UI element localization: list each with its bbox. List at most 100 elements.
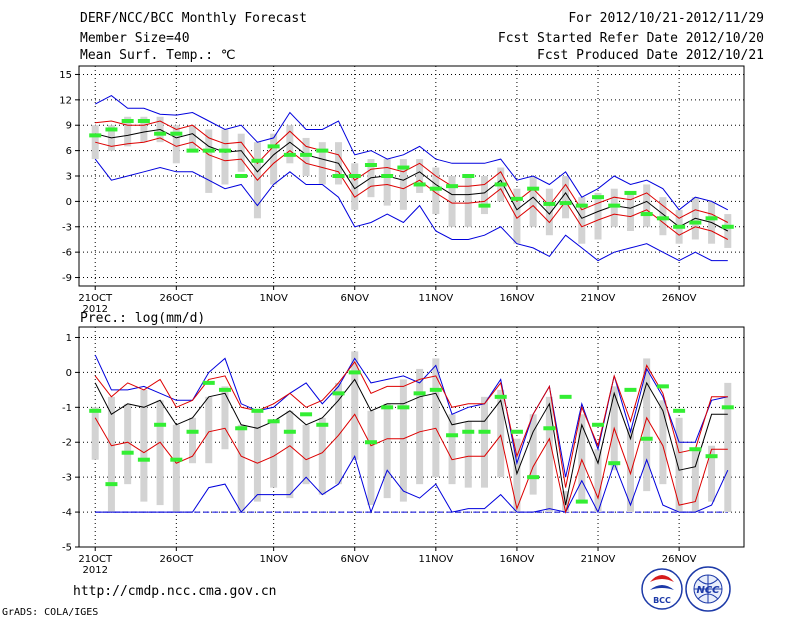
member-size-label: Member Size=40: [80, 31, 190, 46]
p0-median-marker: [494, 182, 507, 187]
p1-median-marker: [429, 387, 442, 392]
p1-spread-box: [497, 389, 505, 478]
p1-median-marker: [705, 454, 718, 459]
p0-spread-box: [221, 129, 229, 185]
p0-median-marker: [413, 182, 426, 187]
p0-median-marker: [381, 174, 394, 178]
p1-median-marker: [348, 370, 361, 375]
p0-spread-box: [578, 197, 586, 244]
p1-spread-box: [335, 382, 343, 485]
p0-spread-box: [513, 188, 521, 244]
p1-y-tick-label: -2: [62, 438, 72, 449]
p1-x-tick-label: 21NOV: [581, 554, 616, 565]
p1-median-marker: [202, 380, 215, 385]
p1-spread-box: [594, 449, 602, 513]
p1-spread-box: [286, 410, 294, 499]
p1-y-tick-label: -3: [62, 473, 72, 484]
p0-median-marker: [267, 144, 280, 149]
p0-median-marker: [154, 131, 167, 136]
p1-x-tick-label: 26OCT: [159, 554, 194, 565]
forecast-period-label: For 2012/10/21-2012/11/29: [568, 11, 764, 26]
p1-spread-box: [399, 379, 407, 502]
p0-median-marker: [348, 174, 361, 178]
p1-median-marker: [300, 412, 313, 417]
p1-median-marker: [527, 475, 540, 480]
p0-median-marker: [332, 174, 345, 178]
p0-spread-box: [529, 176, 537, 227]
p0-y-tick-label: 0: [66, 197, 72, 208]
p0-median-marker: [446, 184, 459, 189]
p0-spread-box: [448, 176, 456, 227]
footer-url: http://cmdp.ncc.cma.gov.cn: [73, 584, 277, 599]
p1-inner-upper-line: [94, 360, 728, 488]
forecast-produced-label: Fcst Produced Date 2012/10/21: [537, 48, 764, 63]
p1-spread-box: [513, 438, 521, 513]
p1-median-marker: [235, 426, 248, 431]
p0-spread-box: [318, 142, 326, 185]
p1-median-marker: [218, 387, 231, 392]
p0-median-marker: [462, 174, 475, 178]
p1-inner-lower-line: [94, 413, 728, 515]
p0-median-marker: [235, 174, 248, 178]
p0-spread-box: [562, 176, 570, 219]
p0-x-tick-label: 26OCT: [159, 293, 194, 304]
p1-spread-box: [383, 403, 391, 499]
p1-x-tick-label: 16NOV: [500, 554, 535, 565]
p1-ensemble-mean-line: [94, 378, 728, 506]
p1-spread-box: [221, 386, 229, 450]
p0-x-tick-label: 6NOV: [341, 293, 370, 304]
p1-median-marker: [689, 447, 702, 452]
p0-median-marker: [705, 216, 718, 221]
p0-y-tick-label: 12: [59, 95, 72, 106]
p1-median-marker: [137, 457, 150, 462]
p0-median-marker: [186, 148, 199, 153]
forecast-started-label: Fcst Started Refer Date 2012/10/20: [497, 31, 764, 46]
p0-median-marker: [624, 190, 637, 195]
p0-x-tick-label: 21OCT: [78, 293, 113, 304]
p0-year-label: 2012: [82, 304, 107, 315]
p1-median-marker: [543, 426, 556, 431]
p1-median-marker: [494, 394, 507, 399]
p0-y-tick-label: -3: [62, 222, 72, 233]
p0-x-tick-label: 21NOV: [581, 293, 616, 304]
p1-spread-box: [189, 417, 197, 464]
p1-median-marker: [283, 429, 296, 434]
p1-x-tick-label: 26NOV: [662, 554, 697, 565]
p1-median-marker: [478, 429, 491, 434]
p1-spread-box: [432, 358, 440, 478]
p1-spread-box: [156, 400, 164, 506]
p1-spread-box: [578, 414, 586, 502]
p1-spread-box: [107, 396, 115, 513]
p1-median-marker: [154, 422, 167, 427]
p0-x-tick-label: 11NOV: [418, 293, 453, 304]
p1-spread-box: [464, 421, 472, 488]
p0-median-marker: [202, 148, 215, 153]
p1-spread-box: [351, 351, 359, 460]
p1-median-marker: [640, 436, 653, 441]
p0-y-tick-label: -6: [62, 248, 72, 259]
p0-y-tick-label: 6: [66, 146, 72, 157]
p1-x-tick-label: 1NOV: [259, 554, 288, 565]
p1-median-marker: [186, 429, 199, 434]
p1-spread-box: [708, 445, 716, 502]
p0-spread-box: [172, 125, 180, 164]
p0-y-tick-label: 3: [66, 172, 72, 183]
p1-spread-box: [626, 428, 634, 513]
p0-outer-upper-line: [94, 95, 729, 211]
p0-spread-box: [399, 159, 407, 210]
p0-median-marker: [283, 152, 296, 157]
p1-spread-box: [562, 491, 570, 513]
p1-spread-box: [659, 400, 667, 485]
p0-y-tick-label: 15: [59, 70, 72, 81]
p0-spread-box: [124, 116, 132, 147]
p1-y-tick-label: 0: [66, 368, 72, 379]
variable-label: Mean Surf. Temp.: ℃: [80, 48, 236, 63]
grads-credit: GrADS: COLA/IGES: [2, 607, 99, 618]
p0-median-marker: [218, 148, 231, 153]
p0-y-tick-label: -9: [62, 273, 72, 284]
p1-spread-box: [237, 424, 245, 513]
p0-spread-box: [643, 184, 651, 227]
p0-median-marker: [170, 131, 183, 136]
p1-spread-box: [205, 396, 213, 464]
